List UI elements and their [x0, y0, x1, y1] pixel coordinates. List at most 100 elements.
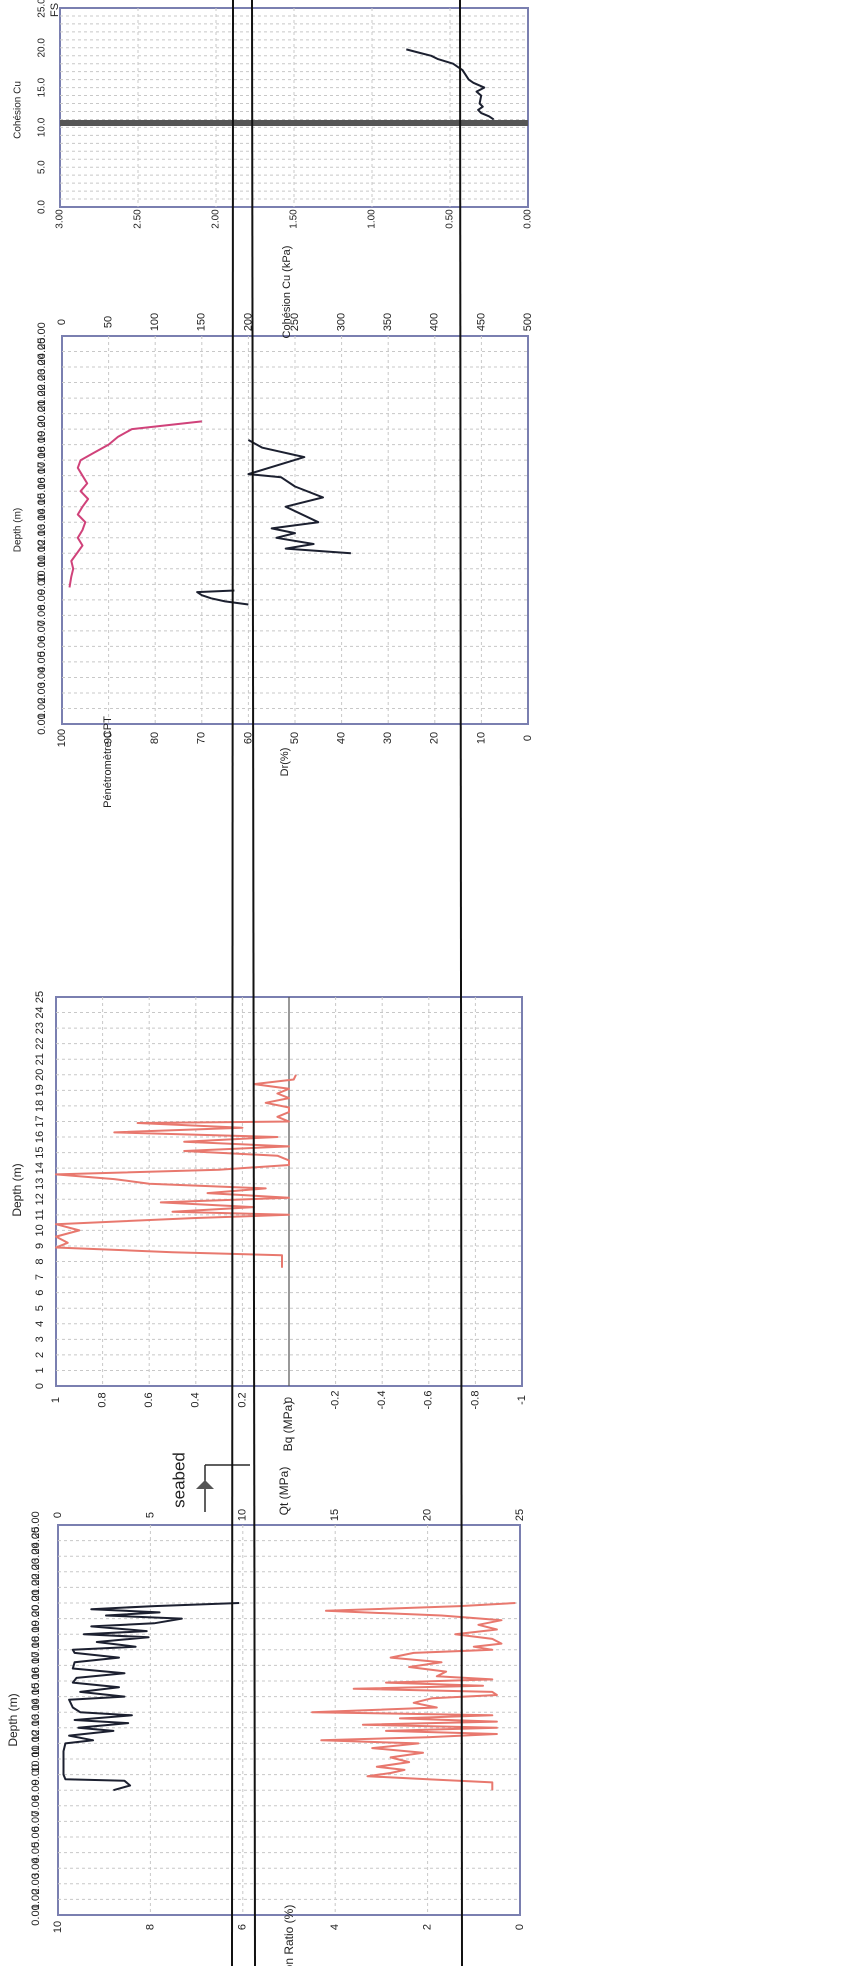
bq-xlabel: Depth (m) — [10, 1163, 24, 1216]
fs-value-tick: 2.00 — [211, 209, 222, 229]
dr-depth-tick: 17.00 — [36, 446, 48, 474]
bq-depth-tick: 0 — [34, 1383, 46, 1389]
dr-cu-tick: 500 — [522, 313, 534, 331]
dr-series-black-1 — [247, 439, 351, 555]
fs-value-tick: 1.00 — [367, 209, 378, 229]
fs-value-tick: 2.50 — [133, 209, 144, 229]
qt-depth-tick: 16.00 — [30, 1652, 42, 1680]
dr-depth-tick: 11.00 — [36, 540, 48, 567]
dr-cu-tick: 250 — [289, 313, 301, 331]
fs-depth-tick: 10.0 — [37, 117, 48, 137]
qt-fr-tick: 2 — [422, 1924, 434, 1930]
dr-depth-tick: 12.00 — [36, 524, 48, 552]
qt-depth-tick: 4.00 — [30, 1842, 42, 1863]
dr-depth-tick: 19.00 — [36, 415, 48, 443]
dr-value-tick: 40 — [336, 732, 348, 744]
dr-cu-tick: 0 — [56, 319, 68, 325]
qt-depth-tick: 5.00 — [30, 1826, 42, 1847]
bq-ylabel: Bq (MPa) — [281, 1401, 295, 1452]
bq-depth-tick: 3 — [34, 1336, 46, 1342]
qt-depth-tick: 18.00 — [30, 1620, 42, 1648]
dr-depth-tick: 25.00 — [36, 322, 48, 350]
dr-y2label: Cohésion Cu (kPa) — [281, 246, 293, 339]
fs-threshold-bar — [60, 120, 528, 126]
dr-xlabel: Depth (m) — [13, 508, 24, 552]
dr-value-tick: 50 — [289, 732, 301, 744]
dr-cu-tick: 400 — [429, 313, 441, 331]
dr-value-tick: 70 — [196, 732, 208, 744]
dr-depth-tick: 13.00 — [36, 508, 48, 536]
fs-plot-frame — [59, 7, 529, 208]
bq-depth-tick: 17 — [34, 1115, 46, 1127]
bq-depth-tick: 14 — [34, 1162, 46, 1174]
dr-cu-tick: 200 — [242, 313, 254, 331]
dr-series-pink-2 — [68, 420, 202, 588]
bq-depth-tick: 12 — [34, 1193, 46, 1205]
bq-depth-tick: 10 — [34, 1224, 46, 1236]
qt-depth-tick: 21.00 — [30, 1574, 42, 1602]
qt-depth-tick: 22.00 — [30, 1558, 42, 1586]
fs-value-tick: 3.00 — [55, 209, 66, 229]
qt-depth-tick: 7.00 — [30, 1795, 42, 1816]
qt-depth-tick: 6.00 — [30, 1811, 42, 1832]
dr-value-tick: 90 — [103, 732, 115, 744]
bq-series-red — [55, 1074, 297, 1268]
bq-depth-tick: 15 — [34, 1146, 46, 1158]
bq-value-tick: 0 — [283, 1397, 295, 1403]
bq-depth-tick: 4 — [34, 1321, 46, 1327]
dr-value-tick: 100 — [56, 729, 68, 747]
bq-depth-tick: 16 — [34, 1131, 46, 1143]
qt-fr-tick: 10 — [52, 1921, 64, 1933]
qt-depth-tick: 8.00 — [30, 1779, 42, 1800]
qt-qt-tick: 5 — [144, 1512, 156, 1518]
bq-value-tick: -0.8 — [469, 1391, 481, 1410]
dr-value-tick: 0 — [522, 735, 534, 741]
qt-fr-tick: 6 — [237, 1924, 249, 1930]
qt-depth-tick: 23.00 — [30, 1542, 42, 1570]
depth-correlation-line — [251, 0, 256, 1966]
qt-depth-tick: 17.00 — [30, 1636, 42, 1664]
bq-depth-tick: 7 — [34, 1274, 46, 1280]
dr-ticks-label: Dr(%) — [279, 748, 291, 777]
bq-depth-tick: 2 — [34, 1352, 46, 1358]
qt-depth-tick: 3.00 — [30, 1857, 42, 1878]
qt-qt-tick: 25 — [514, 1509, 526, 1521]
fs-value-tick: 1.50 — [289, 209, 300, 229]
dr-depth-tick: 4.00 — [36, 651, 48, 672]
qt-depth-tick: 9.00 — [30, 1764, 42, 1785]
fs-depth-tick: 20.0 — [37, 38, 48, 58]
dr-chart: 0.001.002.003.004.005.006.007.008.009.00… — [13, 246, 534, 808]
dr-depth-tick: 16.00 — [36, 462, 48, 490]
qt-depth-tick: 14.00 — [30, 1683, 42, 1711]
bq-depth-tick: 5 — [34, 1305, 46, 1311]
qt-depth-tick: 11.00 — [30, 1730, 42, 1757]
bq-depth-tick: 25 — [34, 991, 46, 1003]
dr-value-tick: 10 — [475, 732, 487, 744]
qt-qt-tick: 10 — [237, 1509, 249, 1521]
fs-value-tick: 0.50 — [445, 209, 456, 229]
fs-depth-tick: 5.0 — [37, 160, 48, 174]
bq-value-tick: -0.6 — [423, 1391, 435, 1410]
dr-depth-tick: 2.00 — [36, 682, 48, 703]
bq-depth-tick: 9 — [34, 1243, 46, 1249]
qt-depth-tick: 10.00 — [30, 1745, 42, 1773]
qt-y2label: Friction Ratio (%) — [282, 1905, 296, 1966]
qt-fr-tick: 8 — [144, 1924, 156, 1930]
bq-depth-tick: 1 — [34, 1367, 46, 1373]
fs-depth-tick: 0.0 — [37, 200, 48, 214]
dr-cu-tick: 450 — [475, 313, 487, 331]
dr-value-tick: 30 — [382, 732, 394, 744]
dr-depth-tick: 6.00 — [36, 620, 48, 641]
dr-depth-tick: 20.00 — [36, 400, 48, 428]
bq-depth-tick: 6 — [34, 1290, 46, 1296]
dr-depth-tick: 23.00 — [36, 353, 48, 381]
bq-value-tick: -1 — [516, 1395, 528, 1405]
dr-depth-tick: 14.00 — [36, 493, 48, 521]
depth-correlation-line — [231, 0, 234, 1966]
qt-qt-tick: 15 — [329, 1509, 341, 1521]
dr-depth-tick: 21.00 — [36, 384, 48, 412]
dr-value-tick: 60 — [242, 732, 254, 744]
bq-depth-tick: 11 — [34, 1209, 46, 1220]
fs-xlabel: Cohésion Cu — [13, 81, 24, 139]
